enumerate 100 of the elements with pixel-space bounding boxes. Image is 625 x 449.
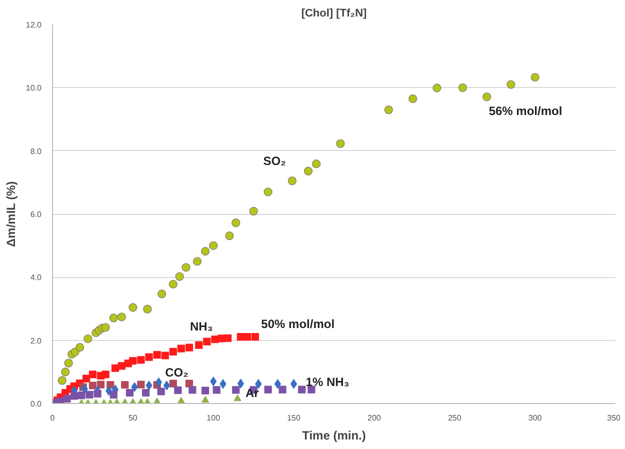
point [243,333,251,341]
series-label: 1% NH₃ [306,374,350,389]
point [101,323,110,332]
point [195,341,203,349]
point [288,176,296,186]
point [506,80,516,89]
point [458,83,467,92]
point [336,139,345,148]
point [142,388,150,397]
point [117,312,126,322]
point [137,380,145,388]
point [96,380,105,388]
point [109,314,118,322]
point [188,386,196,394]
point [210,376,217,386]
point [78,391,86,400]
point [169,380,177,388]
x-tick-label: 200 [368,414,382,422]
y-tick-label: 2.0 [30,336,42,346]
point [70,392,78,400]
chart-title: [Chol] [Tf₂N] [301,8,368,20]
point [220,379,226,389]
point [88,382,97,390]
x-tick-label: 0 [50,414,56,422]
point [232,386,240,394]
x-tick-label: 50 [128,414,138,422]
point [232,218,240,228]
y-tick-label: 0.0 [30,400,42,408]
point [530,72,540,82]
point [209,241,218,250]
point [237,378,244,388]
point [161,352,169,360]
point [177,344,185,352]
point [274,379,281,389]
point [290,379,298,389]
point [84,334,92,344]
x-tick-label: 300 [528,414,542,422]
y-tick-label: 10.0 [26,84,42,93]
series-label: Ar [245,386,260,400]
y-tick-label: 6.0 [30,210,42,219]
series-label: NH₃ [190,319,213,334]
point [408,94,418,104]
series-label: SO₂ [263,154,286,168]
point [131,382,138,392]
point [64,358,73,368]
point [63,394,71,403]
annotation: 56% mol/mol [488,104,562,118]
y-axis-title: Δm/mIL (%) [4,181,18,247]
point [212,386,220,394]
x-tick-label: 100 [206,414,221,422]
point [234,394,242,402]
point [128,303,138,312]
point [185,344,194,352]
point [126,388,134,397]
point [225,232,234,240]
point [255,379,262,389]
point [121,381,129,389]
point [312,159,321,168]
point [249,206,258,216]
x-tick-label: 250 [448,414,462,422]
point [278,386,286,394]
point [102,370,110,378]
y-tick-label: 4.0 [30,273,42,282]
x-tick-label: 350 [607,414,622,422]
point [61,368,70,376]
point [86,390,94,398]
point [182,263,190,272]
point [143,304,152,314]
point [76,342,84,352]
point [218,334,226,342]
point [384,105,393,114]
point [202,396,210,403]
point [304,166,313,176]
point [58,376,66,385]
point [298,386,306,394]
point [432,84,442,92]
point [264,188,272,196]
y-tick-label: 12.0 [26,20,42,30]
point [163,380,170,390]
point [146,380,152,390]
x-tick-label: 150 [287,414,302,422]
point [158,290,166,298]
point [94,390,102,398]
point [224,334,232,342]
point [110,390,118,398]
point [129,357,137,365]
point [201,246,210,256]
point [153,351,161,359]
point [137,356,145,364]
point [88,370,97,378]
point [251,333,259,341]
x-axis-title: Time (min.) [302,428,366,442]
point [168,280,178,288]
series-label: CO₂ [165,366,188,380]
y-tick-label: 8.0 [30,146,42,156]
point [155,378,162,388]
point [192,257,202,266]
point [264,386,272,394]
point [82,374,90,382]
point [174,386,182,394]
